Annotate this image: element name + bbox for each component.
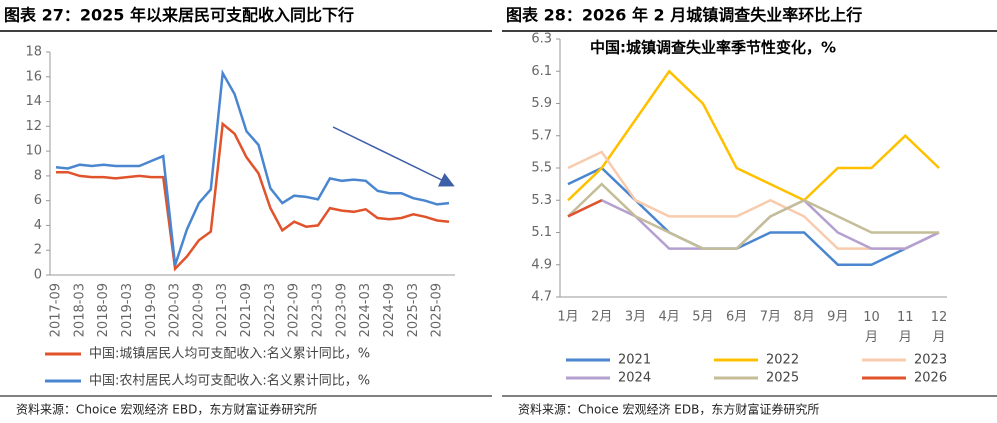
legend-label: 中国:农村居民人均可支配收入:名义累计同比，% xyxy=(89,373,370,389)
x-tick-label: 2022-03 xyxy=(263,283,278,337)
legend-label: 2024 xyxy=(618,371,651,386)
x-tick-label: 2018-09 xyxy=(96,283,111,337)
y-tick-label: 10 xyxy=(25,144,42,159)
y-tick-label: 4.9 xyxy=(531,257,552,272)
x-tick-label: 2022-09 xyxy=(287,283,302,337)
trend-arrow xyxy=(332,126,455,187)
x-tick-label: 2025-03 xyxy=(406,283,421,337)
x-tick-label: 12 月 xyxy=(931,310,948,345)
x-tick-label: 2018-03 xyxy=(72,283,87,337)
x-tick-label: 2023-03 xyxy=(311,283,326,337)
source: 资料来源：Choice 宏观经济 EDB，东方财富证券研究所 xyxy=(518,402,819,417)
y-tick-label: 18 xyxy=(25,45,42,60)
x-tick-label: 2020-03 xyxy=(168,283,183,337)
y-tick-label: 6.3 xyxy=(531,32,552,47)
y-tick-label: 14 xyxy=(25,94,42,109)
y-tick-label: 6 xyxy=(34,193,42,208)
x-tick-label: 2024-03 xyxy=(358,283,373,337)
x-tick-label: 8月 xyxy=(793,310,814,325)
y-tick-label: 4.7 xyxy=(531,290,552,305)
x-tick-label: 1月 xyxy=(557,310,578,325)
legend-label: 2021 xyxy=(618,353,651,368)
x-tick-label: 4月 xyxy=(659,310,680,325)
chart-title: 图表 27：2025 年以来居民可支配收入同比下行 xyxy=(4,6,354,25)
legend-label: 2025 xyxy=(766,371,799,386)
y-tick-label: 0 xyxy=(34,268,42,283)
x-tick-label: 2021-03 xyxy=(215,283,230,337)
y-tick-label: 5.7 xyxy=(531,128,552,143)
x-tick-label: 2017-09 xyxy=(48,283,63,337)
x-tick-label: 2019-03 xyxy=(120,283,135,337)
y-tick-label: 2 xyxy=(34,243,42,258)
series-line xyxy=(567,69,940,202)
y-tick-label: 5.9 xyxy=(531,96,552,111)
legend-label: 2023 xyxy=(914,353,947,368)
y-tick-label: 12 xyxy=(25,119,42,134)
legend-label: 中国:城镇居民人均可支配收入:名义累计同比，% xyxy=(89,346,370,362)
x-tick-label: 11 月 xyxy=(897,310,914,345)
x-tick-label: 10 月 xyxy=(863,310,880,345)
x-tick-label: 5月 xyxy=(692,310,713,325)
x-tick-label: 9月 xyxy=(827,310,848,325)
x-tick-label: 2019-09 xyxy=(144,283,159,337)
series-line xyxy=(567,199,603,218)
x-tick-label: 2月 xyxy=(591,310,612,325)
x-tick-label: 2020-09 xyxy=(191,283,206,337)
series-line xyxy=(56,121,450,272)
series-line xyxy=(567,182,939,250)
y-tick-label: 5.5 xyxy=(531,161,552,176)
x-tick-label: 6月 xyxy=(726,310,747,325)
y-tick-label: 5.3 xyxy=(531,193,552,208)
y-tick-label: 8 xyxy=(34,168,42,183)
y-tick-label: 16 xyxy=(25,69,42,84)
chart-subtitle: 中国:城镇调查失业率季节性变化，% xyxy=(590,39,836,57)
y-tick-label: 4 xyxy=(34,218,42,233)
x-tick-label: 2024-09 xyxy=(382,283,397,337)
series-line xyxy=(55,69,450,266)
y-tick-label: 6.1 xyxy=(531,64,552,79)
legend-label: 2022 xyxy=(766,353,799,368)
source: 资料来源：Choice 宏观经济 EBD，东方财富证券研究所 xyxy=(16,402,317,417)
series-line xyxy=(567,166,940,266)
chart-title: 图表 28：2026 年 2 月城镇调查失业率环比上行 xyxy=(506,6,862,25)
y-tick-label: 5.1 xyxy=(531,225,552,240)
x-tick-label: 2025-09 xyxy=(430,283,445,337)
legend-label: 2026 xyxy=(914,371,947,386)
x-tick-label: 7月 xyxy=(760,310,781,325)
x-tick-label: 2021-09 xyxy=(239,283,254,337)
x-tick-label: 3月 xyxy=(625,310,646,325)
x-tick-label: 2023-09 xyxy=(334,283,349,337)
